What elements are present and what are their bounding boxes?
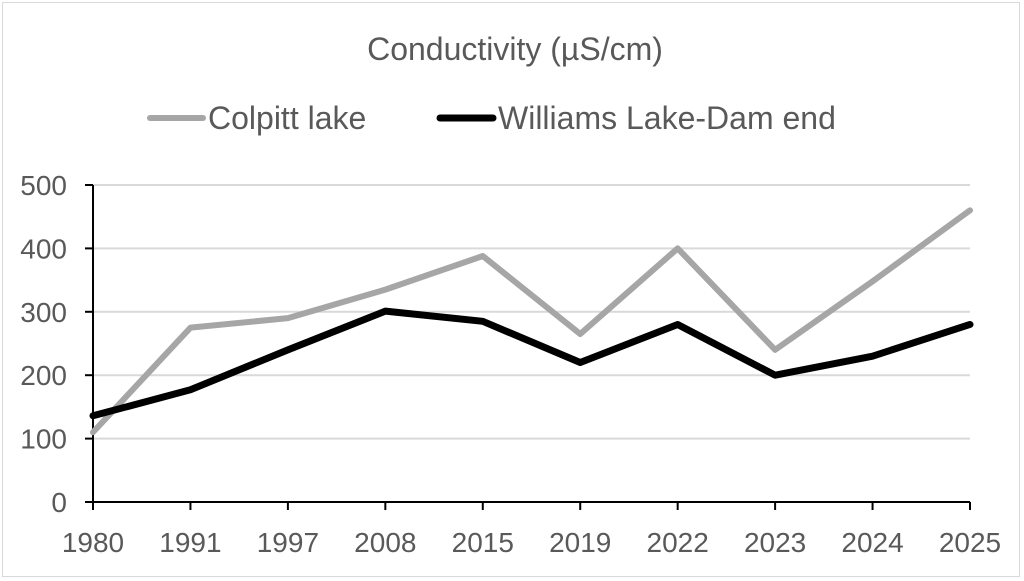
x-tick-label: 2015 bbox=[452, 527, 514, 558]
x-tick-label: 2024 bbox=[841, 527, 903, 558]
x-axis-ticks: 1980 1991 1997 2008 2015 2019 2022 2023 2024 2025 bbox=[62, 502, 1001, 558]
x-tick-label: 1991 bbox=[159, 527, 221, 558]
x-tick-label: 1997 bbox=[257, 527, 319, 558]
y-tick-label: 300 bbox=[20, 297, 67, 328]
y-tick-label: 400 bbox=[20, 233, 67, 264]
y-tick-label: 0 bbox=[51, 487, 67, 518]
x-tick-label: 1980 bbox=[62, 527, 124, 558]
y-axis-ticks: 0 100 200 300 400 500 bbox=[20, 170, 93, 518]
legend-label: Colpitt lake bbox=[208, 100, 366, 136]
axes bbox=[92, 185, 970, 503]
y-tick-label: 500 bbox=[20, 170, 67, 201]
x-tick-label: 2022 bbox=[647, 527, 709, 558]
series-line-williams-lake-dam-end bbox=[89, 307, 974, 420]
chart-title: Conductivity (µS/cm) bbox=[367, 31, 663, 67]
x-tick-label: 2023 bbox=[744, 527, 806, 558]
x-tick-label: 2008 bbox=[354, 527, 416, 558]
legend-label: Williams Lake-Dam end bbox=[498, 100, 836, 136]
series-lines bbox=[89, 207, 974, 436]
x-tick-label: 2025 bbox=[939, 527, 1001, 558]
y-tick-label: 100 bbox=[20, 424, 67, 455]
y-tick-label: 200 bbox=[20, 360, 67, 391]
legend: Colpitt lake Williams Lake-Dam end bbox=[147, 100, 836, 136]
x-tick-label: 2019 bbox=[549, 527, 611, 558]
series-line-colpitt-lake bbox=[90, 207, 973, 436]
gridlines bbox=[93, 184, 970, 440]
